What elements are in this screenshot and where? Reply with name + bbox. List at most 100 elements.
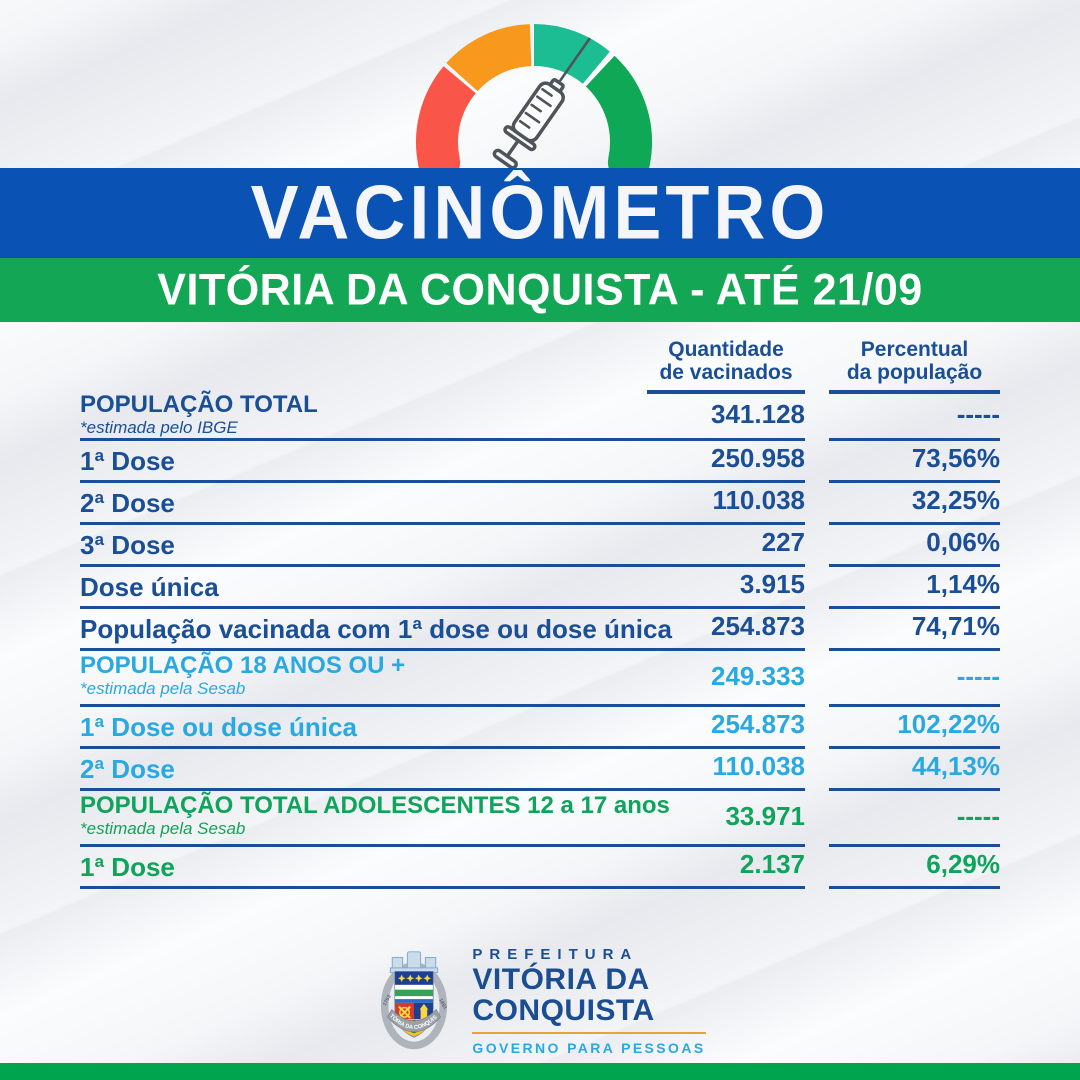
table-row: POPULAÇÃO TOTAL *estimada pelo IBGE 341.…: [80, 392, 1000, 442]
crest-bow-arrows: [398, 1005, 412, 1019]
row-percent-value: -----: [956, 800, 1000, 831]
row-quantity-value: 254.873: [711, 611, 805, 642]
row-main-cell: POPULAÇÃO 18 ANOS OU + *estimada pela Se…: [80, 651, 805, 708]
row-percent-cell: 0,06%: [829, 525, 1000, 568]
row-quantity-value: 2.137: [739, 849, 805, 880]
row-quantity-value: 250.958: [711, 443, 805, 474]
table-row: 3ª Dose 227 0,06%: [80, 525, 1000, 568]
row-label: 1ª Dose: [80, 852, 175, 883]
bottom-green-bar: [0, 1063, 1080, 1080]
row-main-cell: 2ª Dose 110.038: [80, 749, 805, 792]
row-main-cell: 1ª Dose ou dose única 254.873: [80, 707, 805, 750]
footer-wordmark: PREFEITURA VITÓRIA DA CONQUISTA GOVERNO …: [472, 946, 706, 1056]
syringe-neck: [549, 78, 565, 93]
row-quantity-value: 254.873: [711, 709, 805, 740]
crest-tower: [420, 1003, 429, 1020]
row-percent-cell: 44,13%: [829, 749, 1000, 792]
row-main-cell: 1ª Dose 2.137: [80, 847, 805, 890]
row-label-wrap: 3ª Dose: [80, 532, 175, 558]
table-row: 1ª Dose 2.137 6,29%: [80, 847, 1000, 890]
row-percent-cell: 73,56%: [829, 441, 1000, 484]
row-label: POPULAÇÃO TOTAL ADOLESCENTES 12 a 17 ano…: [80, 792, 670, 820]
column-header-percent-line2: da população: [846, 361, 983, 385]
row-quantity-value: 249.333: [711, 660, 805, 691]
footer-city-line1: VITÓRIA DA: [472, 963, 650, 996]
table-row: 2ª Dose 110.038 44,13%: [80, 749, 1000, 792]
column-header-percent-line1: Percentual: [860, 338, 969, 361]
row-percent-value: 102,22%: [897, 709, 1000, 740]
row-label: POPULAÇÃO 18 ANOS OU +: [80, 652, 406, 680]
footer-logo: 1753 1891: [0, 946, 1080, 1056]
footer-motto: GOVERNO PARA PESSOAS: [472, 1039, 706, 1056]
row-main-cell: População vacinada com 1ª dose ou dose ú…: [80, 609, 805, 652]
row-label-wrap: 1ª Dose: [80, 854, 175, 880]
row-main-cell: 1ª Dose 250.958: [80, 441, 805, 484]
syringe-needle: [557, 37, 591, 84]
row-percent-value: 0,06%: [926, 527, 1000, 558]
row-percent-cell: 1,14%: [829, 567, 1000, 610]
gauge-segment-orange: [446, 24, 533, 92]
row-percent-value: 6,29%: [926, 849, 1000, 880]
row-main-cell: POPULAÇÃO TOTAL *estimada pelo IBGE 341.…: [80, 392, 805, 442]
row-label: 2ª Dose: [80, 754, 175, 785]
syringe-plunger-handle: [492, 148, 518, 170]
gauge-segment-teal: [533, 24, 610, 85]
row-quantity-value: 33.971: [725, 800, 805, 831]
row-main-cell: 2ª Dose 110.038: [80, 483, 805, 526]
column-header-quantity: Quantidade de vacinados: [647, 338, 805, 395]
row-label: POPULAÇÃO TOTAL: [80, 390, 318, 418]
row-label-wrap: 2ª Dose: [80, 490, 175, 516]
syringe-icon: [492, 37, 591, 170]
row-label-wrap: 1ª Dose: [80, 448, 175, 474]
subtitle-banner: VITÓRIA DA CONQUISTA - ATÉ 21/09: [0, 258, 1080, 322]
row-percent-cell: -----: [829, 651, 1000, 708]
row-quantity-value: 227: [761, 527, 805, 558]
page-title: VACINÔMETRO: [250, 170, 830, 256]
row-label-wrap: 1ª Dose ou dose única: [80, 714, 357, 740]
row-quantity-value: 341.128: [711, 399, 805, 430]
row-label-wrap: POPULAÇÃO TOTAL *estimada pelo IBGE: [80, 392, 318, 438]
vaccination-gauge: [354, 2, 726, 184]
row-quantity-value: 3.915: [739, 569, 805, 600]
row-label-wrap: População vacinada com 1ª dose ou dose ú…: [80, 616, 672, 642]
row-main-cell: POPULAÇÃO TOTAL ADOLESCENTES 12 a 17 ano…: [80, 791, 805, 848]
footer-city-line2: CONQUISTA: [472, 993, 655, 1027]
syringe-ticks: [518, 87, 553, 129]
row-main-cell: Dose única 3.915: [80, 567, 805, 610]
row-percent-cell: -----: [829, 791, 1000, 848]
row-label: 1ª Dose: [80, 446, 175, 477]
row-percent-value: -----: [956, 399, 1000, 430]
footer-gold-divider: [472, 1031, 706, 1034]
row-label-wrap: Dose única: [80, 574, 219, 600]
row-main-cell: 3ª Dose 227: [80, 525, 805, 568]
crest-crown: [390, 951, 439, 973]
row-percent-value: 74,71%: [911, 611, 1000, 642]
row-label: 2ª Dose: [80, 488, 175, 519]
row-percent-cell: 74,71%: [829, 609, 1000, 652]
row-percent-cell: 32,25%: [829, 483, 1000, 526]
row-percent-cell: -----: [829, 394, 1000, 442]
table-header: Quantidade de vacinados Percentual da po…: [80, 338, 1000, 395]
row-note: *estimada pela Sesab: [80, 819, 246, 839]
row-quantity-value: 110.038: [712, 751, 805, 782]
row-label-wrap: POPULAÇÃO 18 ANOS OU + *estimada pela Se…: [80, 653, 405, 699]
row-percent-value: 44,13%: [911, 751, 1000, 782]
title-banner: VACINÔMETRO: [0, 168, 1080, 258]
gauge-segment-red: [416, 66, 477, 167]
row-label: 1ª Dose ou dose única: [80, 712, 357, 743]
vaccine-table: Quantidade de vacinados Percentual da po…: [80, 338, 1000, 890]
row-percent-cell: 6,29%: [829, 847, 1000, 890]
row-label: População vacinada com 1ª dose ou dose ú…: [80, 614, 672, 645]
row-note: *estimada pela Sesab: [80, 679, 246, 699]
column-header-quantity-line1: Quantidade: [668, 338, 784, 361]
footer-prefeitura-label: PREFEITURA: [472, 946, 639, 963]
crest-year-left: 1753: [382, 994, 393, 1007]
table-row: Dose única 3.915 1,14%: [80, 567, 1000, 610]
row-percent-value: 32,25%: [911, 485, 1000, 516]
row-percent-value: 73,56%: [911, 443, 1000, 474]
row-percent-value: 1,14%: [926, 569, 1000, 600]
table-row: População vacinada com 1ª dose ou dose ú…: [80, 609, 1000, 652]
crest-stars: [398, 974, 432, 982]
city-crest-icon: 1753 1891: [375, 949, 448, 1050]
